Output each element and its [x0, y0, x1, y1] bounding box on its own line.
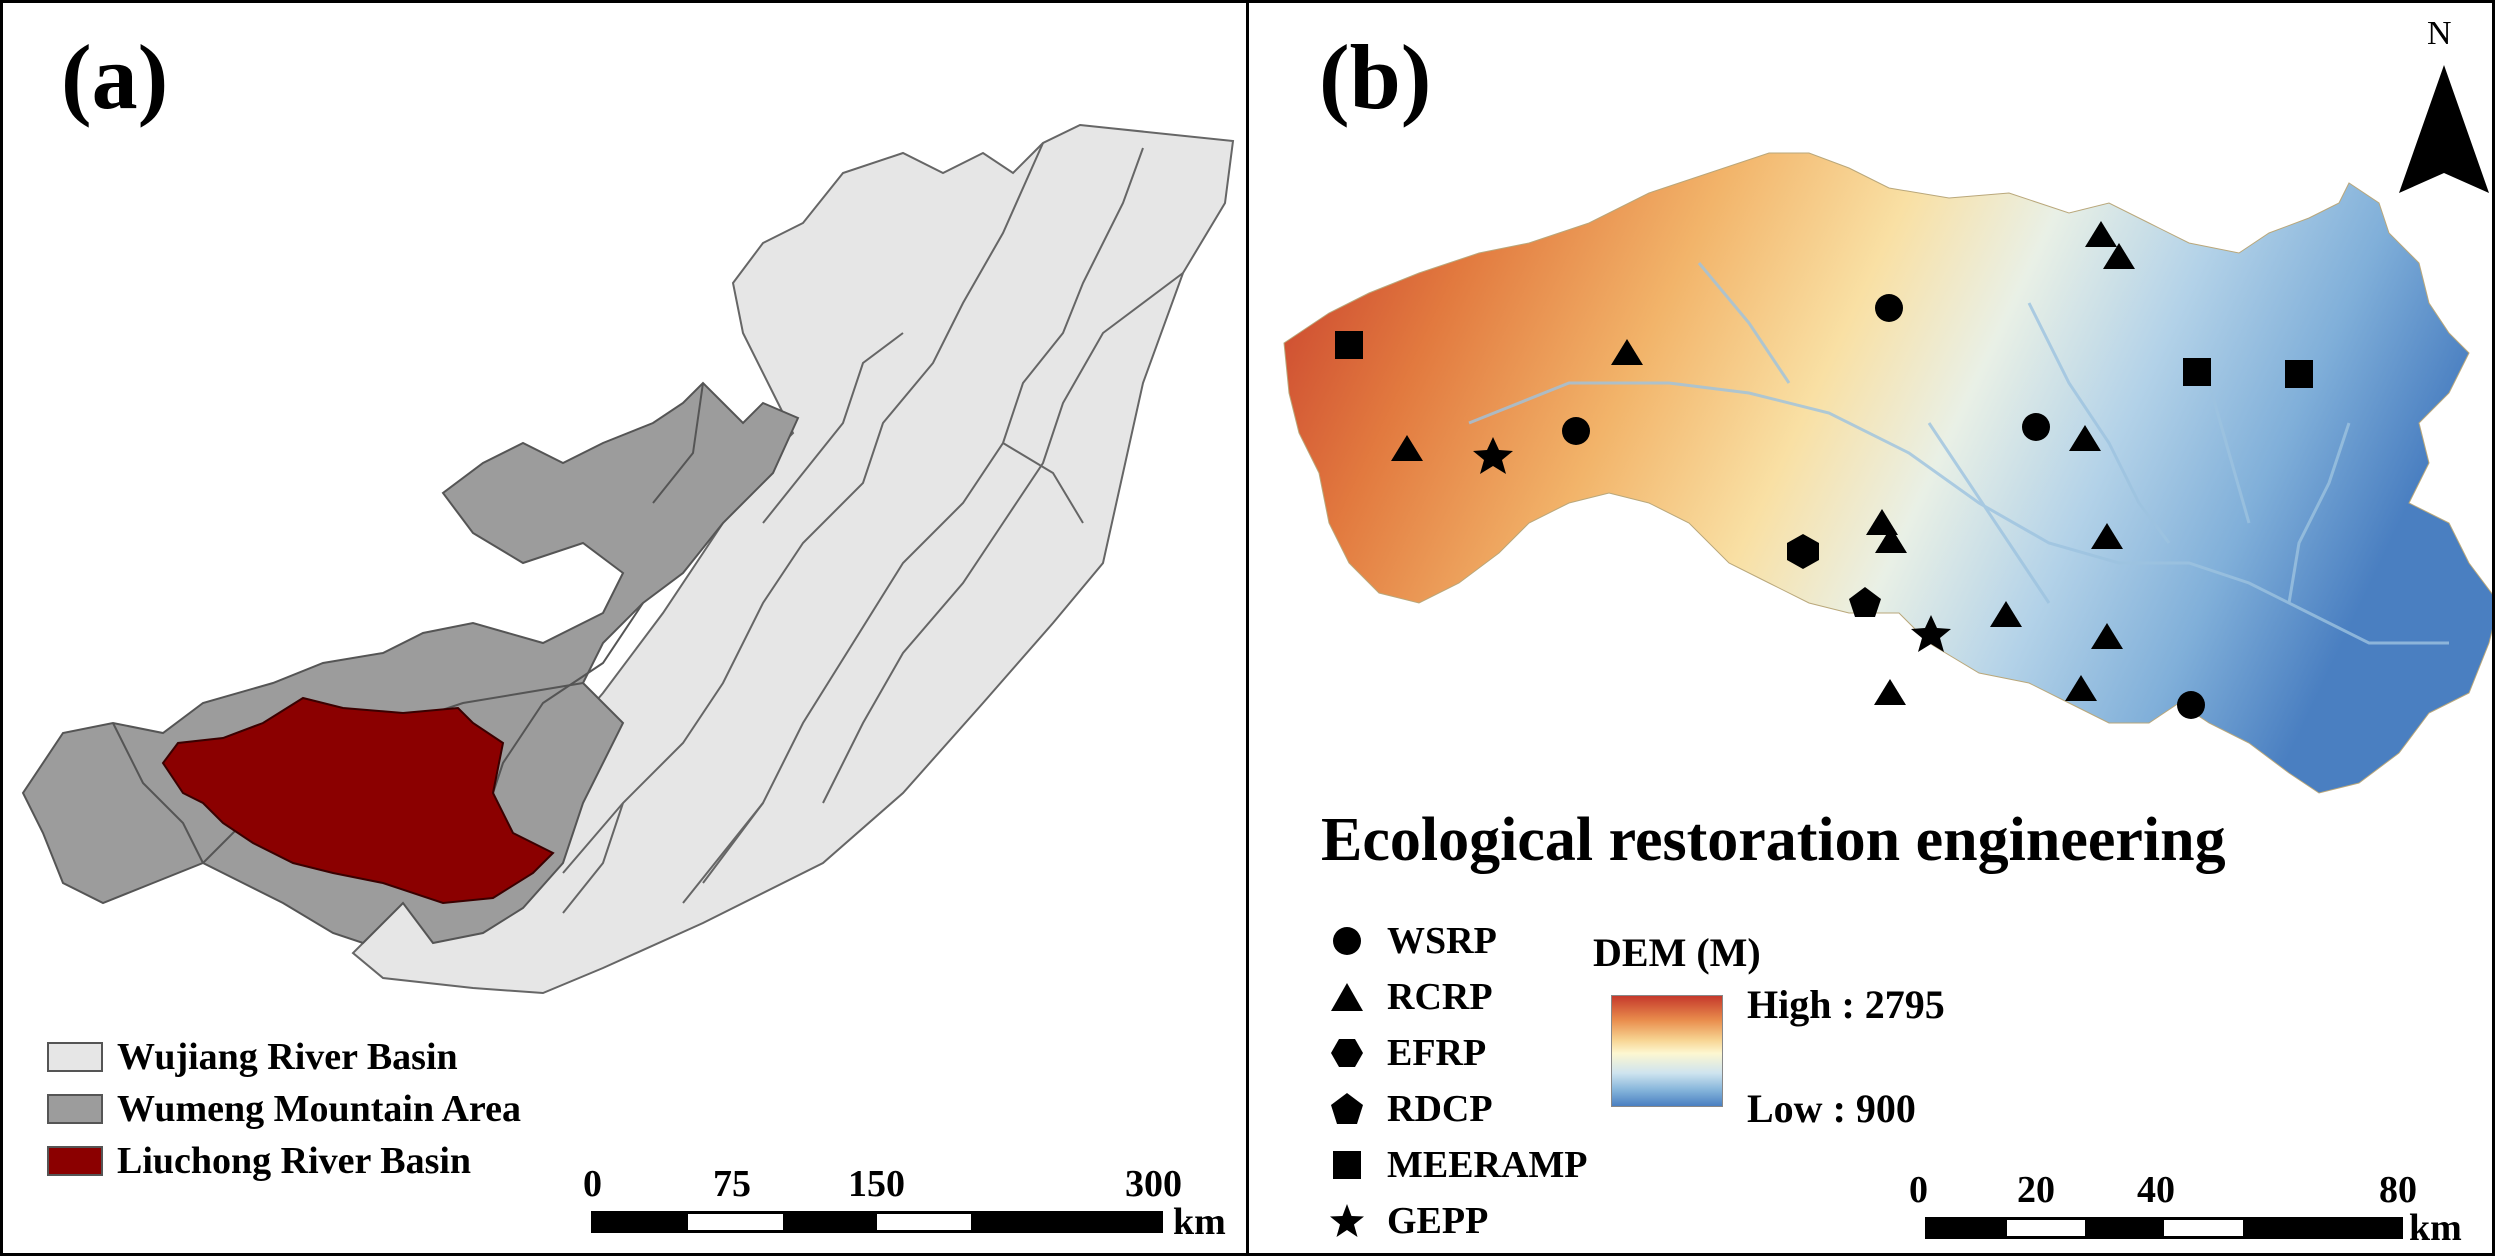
- wsrp-marker: [2022, 413, 2050, 441]
- rcrp-marker: [1611, 339, 1643, 365]
- legend-item-wsrp: WSRP: [1329, 919, 1497, 963]
- project-markers: [1335, 221, 2313, 719]
- scale-tick-300: 300: [1125, 1163, 1182, 1205]
- legend-label-efrp: EFRP: [1387, 1032, 1487, 1074]
- rcrp-marker: [2069, 425, 2101, 451]
- scale-tick-40: 40: [2137, 1169, 2175, 1211]
- rcrp-marker: [1875, 527, 1907, 553]
- dem-map: [1283, 152, 2492, 794]
- rcrp-marker: [1391, 435, 1423, 461]
- pentagon-icon: [1331, 1093, 1363, 1124]
- scale-tick-20: 20: [2017, 1169, 2055, 1211]
- wsrp-marker: [1875, 294, 1903, 322]
- scale-bar: [1925, 1217, 2403, 1239]
- gepp-marker: [1473, 437, 1513, 474]
- map-title: Ecological restoration engineering: [1321, 806, 2226, 874]
- legend-label-wumeng: Wumeng Mountain Area: [117, 1088, 521, 1130]
- north-arrow-icon: [2399, 65, 2489, 193]
- rcrp-marker: [2065, 675, 2097, 701]
- wumeng-swatch: [47, 1094, 103, 1124]
- legend-label-gepp: GEPP: [1387, 1200, 1489, 1242]
- north-label: N: [2427, 15, 2452, 52]
- circle-icon: [1333, 927, 1361, 955]
- panel-a-label: (a): [61, 26, 169, 128]
- triangle-icon: [1331, 983, 1363, 1011]
- legend-item-meeramp: MEERAMP: [1329, 1143, 1588, 1187]
- rcrp-marker: [1874, 679, 1906, 705]
- rcrp-marker: [2091, 523, 2123, 549]
- legend-item-wujiang: Wujiang River Basin: [47, 1035, 458, 1079]
- scale-unit: km: [1173, 1201, 1226, 1243]
- rdcp-marker: [1849, 587, 1881, 617]
- scale-tick-80: 80: [2379, 1169, 2417, 1211]
- legend-label-meeramp: MEERAMP: [1387, 1144, 1588, 1186]
- meeramp-marker: [2285, 360, 2313, 388]
- dem-legend-title: DEM (M): [1593, 930, 1761, 975]
- dem-high-label: High : 2795: [1747, 982, 1945, 1027]
- legend-item-rcrp: RCRP: [1329, 975, 1493, 1019]
- scale-unit: km: [2409, 1207, 2462, 1249]
- scale-tick-0: 0: [583, 1163, 602, 1205]
- sub-basin-boundaries: [562, 142, 1184, 914]
- river-network: [1468, 262, 2449, 645]
- rcrp-marker: [2103, 243, 2135, 269]
- scale-bar: [591, 1211, 1163, 1233]
- dem-low-label: Low : 900: [1747, 1086, 1916, 1131]
- panel-b-label: (b): [1319, 26, 1432, 128]
- dem-surface: [1283, 152, 2492, 794]
- meeramp-marker: [2183, 358, 2211, 386]
- hexagon-icon: [1331, 1039, 1363, 1067]
- liuchong-swatch: [47, 1146, 103, 1176]
- efrp-marker: [1787, 534, 1819, 569]
- rcrp-marker: [1866, 509, 1898, 535]
- panel-b-map: (b) N: [1246, 0, 2495, 1256]
- legend-item-rdcp: RDCP: [1329, 1087, 1493, 1131]
- wsrp-marker: [2177, 691, 2205, 719]
- wsrp-marker: [1562, 417, 1590, 445]
- meeramp-marker: [1335, 331, 1363, 359]
- legend-item-liuchong: Liuchong River Basin: [47, 1139, 471, 1183]
- rcrp-marker: [1990, 601, 2022, 627]
- legend-label-liuchong: Liuchong River Basin: [117, 1140, 472, 1182]
- legend-label-wujiang: Wujiang River Basin: [117, 1036, 458, 1078]
- star-icon: [1330, 1204, 1364, 1237]
- liuchong-river-basin-region: [161, 696, 555, 905]
- square-icon: [1333, 1151, 1361, 1179]
- scale-tick-75: 75: [713, 1163, 751, 1205]
- legend-label-wsrp: WSRP: [1387, 920, 1497, 962]
- legend-item-wumeng: Wumeng Mountain Area: [47, 1087, 521, 1131]
- legend-label-rcrp: RCRP: [1387, 976, 1493, 1018]
- basin-map: [21, 123, 1235, 995]
- scale-tick-0: 0: [1909, 1169, 1928, 1211]
- legend-label-rdcp: RDCP: [1387, 1088, 1493, 1130]
- panel-a-map: (a) Wujiang River Basin: [0, 0, 1252, 1256]
- legend-item-efrp: EFRP: [1329, 1031, 1486, 1075]
- rcrp-marker: [2091, 623, 2123, 649]
- rcrp-marker: [2085, 221, 2117, 247]
- scale-tick-150: 150: [848, 1163, 905, 1205]
- gepp-marker: [1911, 615, 1951, 652]
- wujiang-swatch: [47, 1042, 103, 1072]
- dem-color-ramp: [1611, 995, 1723, 1107]
- legend-item-gepp: GEPP: [1329, 1199, 1488, 1243]
